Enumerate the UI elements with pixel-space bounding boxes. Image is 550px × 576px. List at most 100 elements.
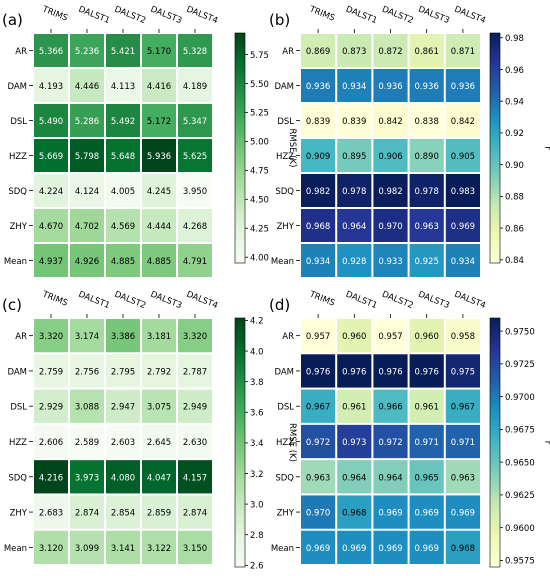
colorbar-segment [235, 359, 245, 365]
colorbar-segment [490, 546, 500, 551]
heatmap-cell [373, 69, 408, 102]
colorbar-segment [235, 82, 245, 88]
colorbar-segment [490, 558, 500, 564]
row-label: ZHY [10, 222, 28, 232]
cell-value: 3.181 [147, 332, 171, 342]
colorbar-segment [490, 79, 500, 84]
cell-value: 0.983 [451, 187, 475, 197]
colorbar-segment [490, 513, 500, 518]
colorbar-segment [490, 488, 500, 493]
cell-value: 2.795 [111, 367, 135, 377]
heatmap-cell [409, 174, 444, 207]
cell-value: 0.971 [415, 438, 439, 448]
cell-value: 0.969 [415, 509, 439, 519]
heatmap-cell [34, 495, 68, 529]
row-label: AR [282, 332, 294, 342]
row-label: DSL [10, 117, 27, 127]
colorbar-segment [490, 90, 500, 95]
column-label: TRIMS [307, 4, 336, 24]
colorbar-segment [235, 405, 245, 410]
heatmap-panel-3: (c) 3.320 3.174 3.386 3.181 3.320 2.759 2.756 2.… [2, 289, 297, 571]
colorbar-segment [490, 220, 500, 226]
colorbar-segment [235, 201, 245, 207]
cell-value: 0.971 [451, 438, 475, 448]
cell-value: 5.328 [183, 47, 207, 57]
colorbar-segment [235, 484, 245, 489]
colorbar-segment [490, 442, 500, 448]
cell-value: 2.589 [75, 438, 99, 448]
cell-value: 4.224 [39, 187, 63, 197]
colorbar-segment [490, 63, 500, 69]
cell-value: 3.088 [75, 403, 99, 413]
colorbar-segment [235, 537, 245, 543]
cell-value: 0.906 [378, 152, 402, 162]
colorbar-segment [490, 255, 500, 260]
cell-value: 4.446 [75, 82, 99, 92]
column-label: DALST2 [113, 290, 147, 312]
colorbar-segment [490, 105, 500, 111]
colorbar-segment [490, 384, 500, 390]
cell-value: 2.854 [111, 509, 135, 519]
heatmap-cell [34, 424, 68, 459]
column-label: DALST1 [77, 5, 111, 27]
colorbar-segment [235, 504, 245, 510]
heatmap-cell [106, 530, 140, 564]
heatmap-cell [409, 424, 444, 459]
colorbar-segment [490, 190, 500, 195]
cell-value: 4.113 [111, 82, 135, 92]
colorbar-segment [235, 90, 245, 95]
column-label: DALST3 [149, 5, 183, 27]
colorbar-segment [235, 396, 245, 402]
cell-value: 0.975 [451, 367, 475, 377]
cell-value: 0.976 [415, 367, 439, 377]
colorbar-segment [490, 40, 500, 46]
colorbar-tick-label: 2.8 [250, 531, 264, 541]
colorbar-segment [490, 75, 500, 80]
colorbar-segment [490, 86, 500, 92]
colorbar-tick-label: 0.88 [505, 193, 524, 203]
colorbar-segment [235, 508, 245, 514]
heatmap-cell [178, 139, 212, 172]
heatmap-cell [142, 104, 176, 137]
panel-label: (b) [269, 11, 290, 29]
colorbar-segment [235, 550, 245, 556]
column-label: DALST1 [77, 290, 111, 312]
colorbar-segment [235, 492, 245, 498]
colorbar-segment [490, 351, 500, 356]
cell-value: 4.885 [147, 257, 171, 267]
colorbar-segment [490, 322, 500, 327]
column-label: DALST4 [453, 5, 487, 27]
colorbar-segment [490, 148, 500, 153]
colorbar-segment [490, 504, 500, 510]
colorbar-segment [235, 434, 245, 439]
colorbar-segment [235, 117, 245, 122]
colorbar-segment [235, 251, 245, 256]
row-label: Mean [4, 257, 27, 267]
colorbar-segment [235, 36, 245, 42]
cell-value: 2.859 [147, 509, 171, 519]
colorbar-segment [235, 401, 245, 406]
column-label: DALST1 [344, 290, 378, 312]
cell-value: 4.193 [39, 82, 63, 92]
heatmap-cell [70, 244, 104, 277]
cell-value: 4.080 [111, 473, 135, 483]
cell-value: 2.874 [183, 509, 207, 519]
heatmap-cell [337, 495, 372, 529]
cell-value: 0.968 [342, 509, 366, 519]
cell-value: 0.973 [342, 438, 366, 448]
heatmap-cell [301, 139, 336, 172]
heatmap-cell [34, 69, 68, 102]
colorbar-label: RMSE (K) [287, 129, 297, 168]
heatmap-cell [70, 389, 104, 423]
heatmap-cell [178, 319, 212, 353]
row-label: AR [15, 332, 27, 342]
column-label: DALST4 [185, 290, 219, 312]
colorbar-tick-label: 3.2 [250, 470, 264, 480]
row-label: SDQ [8, 473, 27, 483]
heatmap-cell [34, 389, 68, 423]
colorbar-tick-label: 4.25 [250, 225, 269, 235]
cell-value: 0.982 [378, 187, 402, 197]
colorbar-frame [234, 32, 246, 264]
row-label: HZZ [276, 152, 294, 162]
heatmap-cell [373, 139, 408, 172]
